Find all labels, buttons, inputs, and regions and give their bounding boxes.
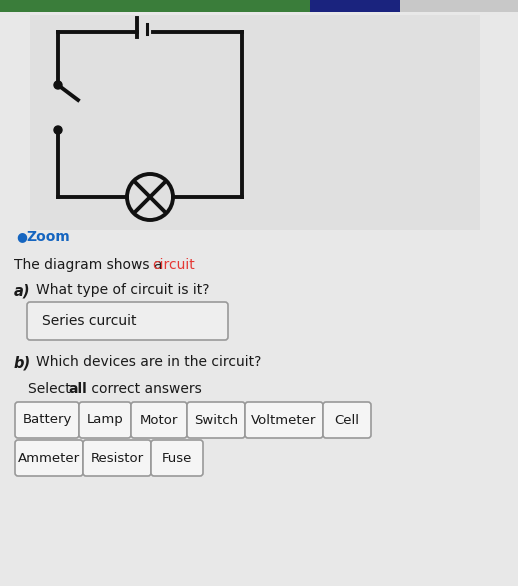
Text: ●: ● (16, 230, 27, 243)
Text: all: all (68, 382, 87, 396)
FancyBboxPatch shape (83, 440, 151, 476)
FancyBboxPatch shape (187, 402, 245, 438)
Text: Cell: Cell (335, 414, 359, 427)
Text: Switch: Switch (194, 414, 238, 427)
FancyBboxPatch shape (245, 402, 323, 438)
Text: Ammeter: Ammeter (18, 451, 80, 465)
FancyBboxPatch shape (79, 402, 131, 438)
Text: What type of circuit is it?: What type of circuit is it? (36, 283, 209, 297)
FancyBboxPatch shape (151, 440, 203, 476)
Bar (200, 0, 310, 12)
Text: correct answers: correct answers (87, 382, 202, 396)
Text: Fuse: Fuse (162, 451, 192, 465)
Bar (310, 0, 400, 12)
FancyBboxPatch shape (323, 402, 371, 438)
FancyBboxPatch shape (30, 15, 480, 230)
Text: Lamp: Lamp (87, 414, 123, 427)
Text: Series curcuit: Series curcuit (42, 314, 137, 328)
FancyBboxPatch shape (15, 440, 83, 476)
Text: Select: Select (28, 382, 75, 396)
Text: Resistor: Resistor (91, 451, 143, 465)
Text: Zoom: Zoom (26, 230, 70, 244)
Bar (0, 0, 100, 12)
Text: circuit: circuit (152, 258, 195, 272)
Circle shape (54, 81, 62, 89)
Text: The diagram shows a: The diagram shows a (14, 258, 167, 272)
FancyBboxPatch shape (15, 402, 79, 438)
Text: b): b) (14, 355, 31, 370)
Text: Motor: Motor (140, 414, 178, 427)
Text: Which devices are in the circuit?: Which devices are in the circuit? (36, 355, 262, 369)
Bar (100, 0, 200, 12)
Circle shape (54, 126, 62, 134)
Text: Voltmeter: Voltmeter (251, 414, 316, 427)
FancyBboxPatch shape (131, 402, 187, 438)
FancyBboxPatch shape (0, 12, 518, 586)
Text: Battery: Battery (22, 414, 71, 427)
Text: a): a) (14, 283, 31, 298)
FancyBboxPatch shape (27, 302, 228, 340)
